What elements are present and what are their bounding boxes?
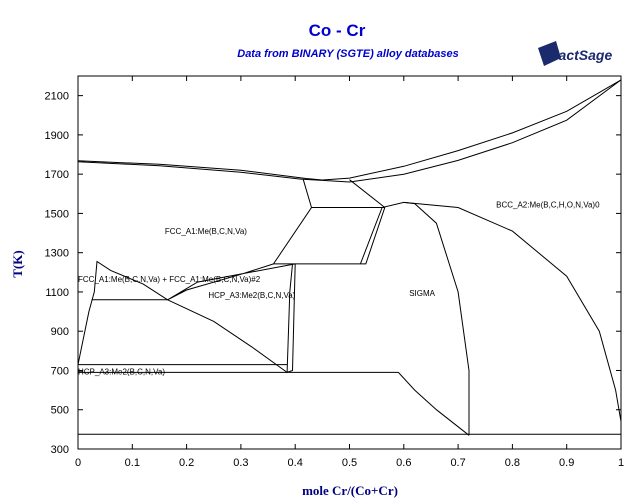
- x-tick-label: 0.8: [505, 457, 520, 469]
- phase-boundary-9: [167, 299, 288, 373]
- phase-boundary-10: [286, 263, 296, 374]
- phase-boundary-7: [77, 260, 168, 365]
- y-tick-label: 1900: [45, 130, 69, 142]
- factsage-logo: FactSage: [538, 41, 612, 66]
- region-labels: FCC_A1:Me(B,C,N,Va) BCC_A2:Me(B,C,H,O,N,V…: [78, 201, 600, 377]
- x-tick-label: 0.4: [288, 457, 303, 469]
- phase-boundary-4: [272, 179, 386, 265]
- y-tick-label: 1300: [45, 248, 69, 260]
- region-label: HCP_A3:Me2(B,C,N,Va): [208, 291, 295, 300]
- y-tick-label: 1100: [45, 287, 69, 299]
- factsage-logo-emblem: [538, 41, 561, 66]
- x-tick-label: 0.3: [233, 457, 248, 469]
- chart-title: Co - Cr: [309, 21, 366, 40]
- y-tick-label: 1500: [45, 208, 69, 220]
- x-tick-label: 0.1: [125, 457, 140, 469]
- y-tick-label: 300: [51, 444, 69, 456]
- region-label: FCC_A1:Me(B,C,N,Va) + FCC_A1:Me(B,C,N,Va…: [78, 275, 261, 284]
- x-tick-label: 0.2: [179, 457, 194, 469]
- phase-boundary-14: [398, 372, 470, 436]
- region-label: FCC_A1:Me(B,C,N,Va): [165, 227, 247, 236]
- phase-boundary-15: [403, 201, 622, 422]
- y-tick-label: 2100: [45, 91, 69, 103]
- chart-subtitle: Data from BINARY (SGTE) alloy databases: [237, 48, 459, 60]
- phase-boundary-1: [77, 79, 622, 181]
- y-tick-label: 900: [51, 326, 69, 338]
- phase-boundary-3: [322, 79, 622, 183]
- y-axis-label: T(K): [10, 250, 25, 277]
- y-tick-label: 500: [51, 405, 69, 417]
- phase-boundaries: [77, 79, 622, 436]
- y-tick-label: 1700: [45, 169, 69, 181]
- region-label: HCP_A3:Me2(B,C,N,Va): [78, 367, 165, 376]
- x-tick-label: 1: [618, 457, 624, 469]
- region-label: BCC_A2:Me(B,C,H,O,N,Va)0: [496, 201, 600, 210]
- x-tick-label: 0.9: [559, 457, 574, 469]
- y-tick-label: 700: [51, 365, 69, 377]
- x-tick-label: 0.6: [396, 457, 411, 469]
- x-tick-label: 0: [75, 457, 81, 469]
- phase-boundary-13: [359, 201, 470, 436]
- phase-boundary-2: [77, 161, 323, 181]
- phase-boundary-6: [167, 263, 296, 301]
- factsage-logo-text: FactSage: [550, 47, 612, 63]
- x-tick-label: 0.7: [450, 457, 465, 469]
- axes: 0 0.1 0.2 0.3 0.4 0.5 0.6 0.7 0.8 0.9 130050070090…: [45, 75, 624, 469]
- x-tick-label: 0.5: [342, 457, 357, 469]
- region-label: SIGMA: [409, 289, 435, 298]
- x-axis-label: mole Cr/(Co+Cr): [302, 483, 398, 498]
